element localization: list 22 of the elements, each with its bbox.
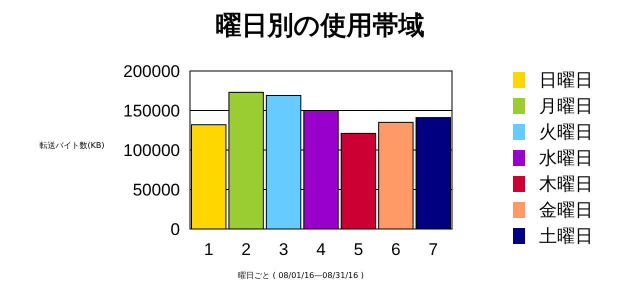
x-tick-label: 4	[316, 240, 326, 259]
legend-label: 木曜日	[539, 174, 593, 195]
y-axis-title: 転送バイト数(KB)	[40, 141, 104, 150]
x-axis-title: 曜日ごと ( 08/01/16—08/31/16 )	[238, 271, 364, 280]
y-tick-label: 50000	[132, 180, 180, 200]
x-tick-label: 2	[241, 240, 251, 259]
x-tick-label: 1	[204, 240, 214, 259]
x-tick-label: 5	[354, 240, 364, 259]
y-tick-label: 0	[170, 220, 180, 239]
legend-label: 火曜日	[539, 122, 593, 143]
y-tick-label: 150000	[123, 102, 180, 120]
chart-title: 曜日別の使用帯域	[216, 11, 424, 41]
x-tick-label: 6	[391, 240, 401, 259]
y-tick-label: 100000	[123, 141, 180, 160]
y-tick-label: 200000	[123, 62, 180, 81]
x-tick-label: 7	[428, 240, 438, 259]
legend-label: 土曜日	[539, 226, 593, 247]
x-tick-label: 3	[278, 240, 288, 259]
legend-label: 月曜日	[539, 96, 593, 117]
legend-label: 金曜日	[539, 200, 593, 221]
legend-label: 日曜日	[539, 70, 593, 91]
legend-label: 水曜日	[539, 148, 593, 169]
